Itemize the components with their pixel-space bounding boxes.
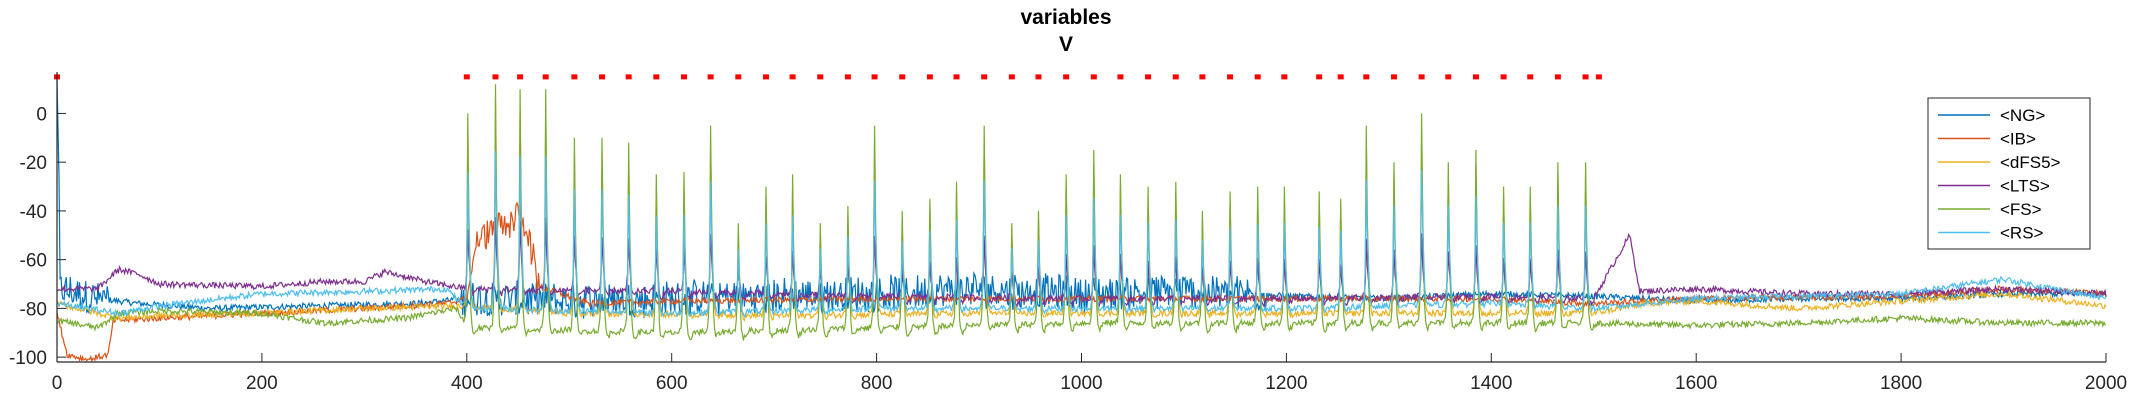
raster-marker-32 [1316,74,1323,80]
x-tick-label-1800: 1800 [1880,373,1922,394]
raster-marker-35 [1390,74,1397,80]
raster-marker-6 [599,74,606,80]
x-tick-label-400: 400 [451,373,483,394]
raster-marker-28 [1199,74,1206,80]
y-tick-label--100: -100 [9,348,47,369]
raster-marker-16 [871,74,878,80]
legend-label-fs: <FS> [2000,200,2042,219]
x-tick-label-800: 800 [861,373,893,394]
raster-marker-43 [1595,74,1602,80]
raster-marker-29 [1227,74,1234,80]
series-line-fs [56,84,2107,341]
x-tick-label-200: 200 [246,373,278,394]
raster-marker-14 [817,74,824,80]
raster-marker-36 [1418,74,1425,80]
legend-label-lts: <LTS> [2000,177,2050,196]
x-tick-label-1600: 1600 [1675,373,1717,394]
raster-marker-18 [926,74,933,80]
series-line-ib [56,201,2107,363]
raster-marker-30 [1254,74,1261,80]
chart-title: variables [1020,6,1111,29]
raster-marker-17 [899,74,906,80]
raster-marker-25 [1117,74,1124,80]
series-line-ng [56,79,2107,319]
raster-marker-21 [1008,74,1015,80]
legend-label-ng: <NG> [2000,106,2045,125]
raster-marker-31 [1281,74,1288,80]
raster-marker-4 [542,74,549,80]
raster-marker-23 [1063,74,1070,80]
raster-marker-5 [571,74,578,80]
y-tick-label--40: -40 [20,202,47,223]
raster-marker-22 [1035,74,1042,80]
legend-label-rs: <RS> [2000,224,2044,243]
y-tick-label--20: -20 [20,153,47,174]
series-line-rs [56,151,2107,318]
y-tick-label--80: -80 [20,299,47,320]
raster-marker-11 [735,74,742,80]
raster-marker-24 [1090,74,1097,80]
legend: <NG> <IB> <dFS5> <LTS> <FS> <RS> [1927,97,2091,250]
plot-area: 0 200 400 600 800 1000 1200 1400 1600 1800 2000 0 -2… [9,72,2127,394]
raster-marker-10 [707,74,714,80]
raster-marker-13 [789,74,796,80]
x-tick-label-1200: 1200 [1265,373,1307,394]
raster-marker-3 [517,74,524,80]
raster-marker-34 [1363,74,1370,80]
legend-box [1927,97,2091,250]
raster-marker-38 [1472,74,1479,80]
raster-marker-2 [492,74,499,80]
raster-marker-9 [680,74,687,80]
raster-marker-12 [762,74,769,80]
raster-marker-39 [1500,74,1507,80]
legend-label-ib: <IB> [2000,130,2036,149]
x-tick-label-600: 600 [656,373,688,394]
raster-marker-41 [1554,74,1561,80]
raster-marker-7 [625,74,632,80]
series-line-lts [56,216,2107,309]
raster-marker-40 [1527,74,1534,80]
x-tick-label-0: 0 [52,373,63,394]
x-tick-label-1400: 1400 [1470,373,1512,394]
legend-label-dfs5: <dFS5> [2000,153,2061,172]
raster-marker-42 [1582,74,1589,80]
raster-marker-1 [463,74,470,80]
raster-marker-15 [844,74,851,80]
raster-marker-8 [653,74,660,80]
raster-marker-26 [1145,74,1152,80]
y-tick-label--60: -60 [20,251,47,272]
x-tick-label-1000: 1000 [1060,373,1102,394]
chart-subtitle: V [1059,33,1073,56]
raster-marker-27 [1172,74,1179,80]
y-tick-label-0: 0 [36,104,47,125]
raster-marker-33 [1337,74,1344,80]
raster-marker-19 [953,74,960,80]
x-tick-label-2000: 2000 [2085,373,2127,394]
raster-marker-20 [981,74,988,80]
raster-marker-37 [1445,74,1452,80]
